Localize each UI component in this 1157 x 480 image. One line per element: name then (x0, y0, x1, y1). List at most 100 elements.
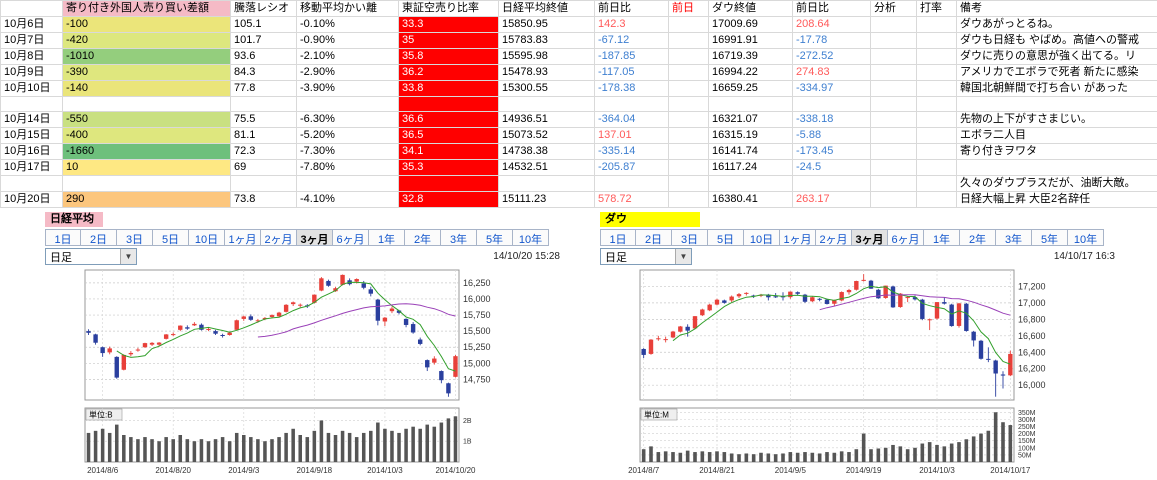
cell-batting[interactable] (917, 17, 957, 33)
cell-date[interactable]: 10月6日 (1, 17, 63, 33)
cell-kairi[interactable]: -0.10% (297, 17, 399, 33)
cell-dow_chg[interactable]: -338.18 (793, 112, 871, 128)
cell-dow[interactable]: 16141.74 (709, 144, 793, 160)
tab-2ヶ月[interactable]: 2ヶ月 (816, 229, 852, 246)
cell-short[interactable] (399, 176, 499, 192)
tab-10年[interactable]: 10年 (513, 229, 549, 246)
cell-gap[interactable]: -400 (63, 128, 231, 144)
cell-nikkei[interactable]: 14936.51 (499, 112, 595, 128)
cell-remark[interactable]: ダウも日経も やばめ。高値への警戒 (957, 33, 1157, 49)
cell-gap[interactable] (63, 97, 231, 112)
cell-dow_chg[interactable] (793, 97, 871, 112)
cell-date[interactable]: 10月14日 (1, 112, 63, 128)
cell-gap[interactable]: -140 (63, 81, 231, 97)
cell-nikkei[interactable] (499, 176, 595, 192)
cell-gap[interactable]: 10 (63, 160, 231, 176)
cell-dow_chg[interactable]: -24.5 (793, 160, 871, 176)
tab-5日[interactable]: 5日 (153, 229, 189, 246)
cell-nikkei_chg[interactable]: -364.04 (595, 112, 669, 128)
cell-nikkei[interactable]: 15300.55 (499, 81, 595, 97)
cell-short[interactable]: 32.8 (399, 192, 499, 208)
cell-nikkei_chg[interactable]: -67.12 (595, 33, 669, 49)
column-header-gap[interactable]: 寄り付き外国人売り買い差額 (63, 1, 231, 17)
cell-nikkei_chg[interactable]: 137.01 (595, 128, 669, 144)
cell-date[interactable]: 10月16日 (1, 144, 63, 160)
cell-nikkei[interactable]: 14532.51 (499, 160, 595, 176)
tab-3年[interactable]: 3年 (996, 229, 1032, 246)
cell-ratio[interactable]: 69 (231, 160, 297, 176)
cell-prev[interactable] (669, 17, 709, 33)
cell-remark[interactable]: ダウあがっとるね。 (957, 17, 1157, 33)
cell-dow[interactable]: 16994.22 (709, 65, 793, 81)
cell-batting[interactable] (917, 97, 957, 112)
cell-batting[interactable] (917, 33, 957, 49)
cell-nikkei[interactable]: 15111.23 (499, 192, 595, 208)
cell-nikkei_chg[interactable] (595, 176, 669, 192)
cell-remark[interactable] (957, 160, 1157, 176)
cell-dow[interactable]: 16991.91 (709, 33, 793, 49)
cell-dow[interactable]: 16659.25 (709, 81, 793, 97)
cell-prev[interactable] (669, 192, 709, 208)
tab-10日[interactable]: 10日 (189, 229, 225, 246)
cell-prev[interactable] (669, 112, 709, 128)
cell-nikkei[interactable]: 14738.38 (499, 144, 595, 160)
cell-date[interactable]: 10月9日 (1, 65, 63, 81)
cell-date[interactable]: 10月15日 (1, 128, 63, 144)
cell-nikkei[interactable]: 15850.95 (499, 17, 595, 33)
cell-kairi[interactable] (297, 97, 399, 112)
cell-ratio[interactable]: 73.8 (231, 192, 297, 208)
cell-prev[interactable] (669, 97, 709, 112)
cell-analysis[interactable] (871, 97, 917, 112)
column-header-analysis[interactable]: 分析 (871, 1, 917, 17)
tab-2ヶ月[interactable]: 2ヶ月 (261, 229, 297, 246)
cell-ratio[interactable]: 77.8 (231, 81, 297, 97)
tab-3日[interactable]: 3日 (117, 229, 153, 246)
cell-kairi[interactable]: -6.30% (297, 112, 399, 128)
tab-1ヶ月[interactable]: 1ヶ月 (780, 229, 816, 246)
tab-2日[interactable]: 2日 (81, 229, 117, 246)
cell-batting[interactable] (917, 176, 957, 192)
dropdown-arrow-icon[interactable]: ▼ (675, 249, 691, 264)
column-header-dow_chg[interactable]: 前日比 (793, 1, 871, 17)
cell-dow_chg[interactable]: -17.78 (793, 33, 871, 49)
cell-short[interactable]: 36.5 (399, 128, 499, 144)
cell-dow_chg[interactable]: 274.83 (793, 65, 871, 81)
tab-2年[interactable]: 2年 (960, 229, 996, 246)
cell-nikkei_chg[interactable]: -178.38 (595, 81, 669, 97)
cell-kairi[interactable]: -3.90% (297, 81, 399, 97)
tab-6ヶ月[interactable]: 6ヶ月 (333, 229, 369, 246)
tab-2年[interactable]: 2年 (405, 229, 441, 246)
cell-short[interactable]: 36.2 (399, 65, 499, 81)
cell-nikkei[interactable]: 15595.98 (499, 49, 595, 65)
cell-nikkei_chg[interactable]: 578.72 (595, 192, 669, 208)
cell-gap[interactable]: -420 (63, 33, 231, 49)
column-header-short[interactable]: 東証空売り比率 (399, 1, 499, 17)
cell-analysis[interactable] (871, 112, 917, 128)
column-header-remark[interactable]: 備考 (957, 1, 1157, 17)
cell-nikkei_chg[interactable]: -117.05 (595, 65, 669, 81)
cell-analysis[interactable] (871, 176, 917, 192)
cell-gap[interactable] (63, 176, 231, 192)
cell-gap[interactable]: -550 (63, 112, 231, 128)
cell-dow[interactable]: 16321.07 (709, 112, 793, 128)
cell-dow_chg[interactable]: -173.45 (793, 144, 871, 160)
cell-dow_chg[interactable]: 263.17 (793, 192, 871, 208)
column-header-date[interactable] (1, 1, 63, 17)
cell-analysis[interactable] (871, 17, 917, 33)
cell-date[interactable]: 10月7日 (1, 33, 63, 49)
cell-dow_chg[interactable]: -334.97 (793, 81, 871, 97)
cell-remark[interactable]: アメリカでエボラで死者 新たに感染 (957, 65, 1157, 81)
cell-ratio[interactable]: 101.7 (231, 33, 297, 49)
column-header-ratio[interactable]: 騰落レシオ (231, 1, 297, 17)
cell-remark[interactable]: 日経大幅上昇 大臣2名辞任 (957, 192, 1157, 208)
cell-batting[interactable] (917, 49, 957, 65)
cell-batting[interactable] (917, 144, 957, 160)
cell-dow[interactable]: 17009.69 (709, 17, 793, 33)
column-header-nikkei_chg[interactable]: 前日比 (595, 1, 669, 17)
tab-1ヶ月[interactable]: 1ヶ月 (225, 229, 261, 246)
cell-nikkei_chg[interactable]: -335.14 (595, 144, 669, 160)
cell-dow[interactable]: 16719.39 (709, 49, 793, 65)
cell-ratio[interactable] (231, 176, 297, 192)
cell-batting[interactable] (917, 112, 957, 128)
